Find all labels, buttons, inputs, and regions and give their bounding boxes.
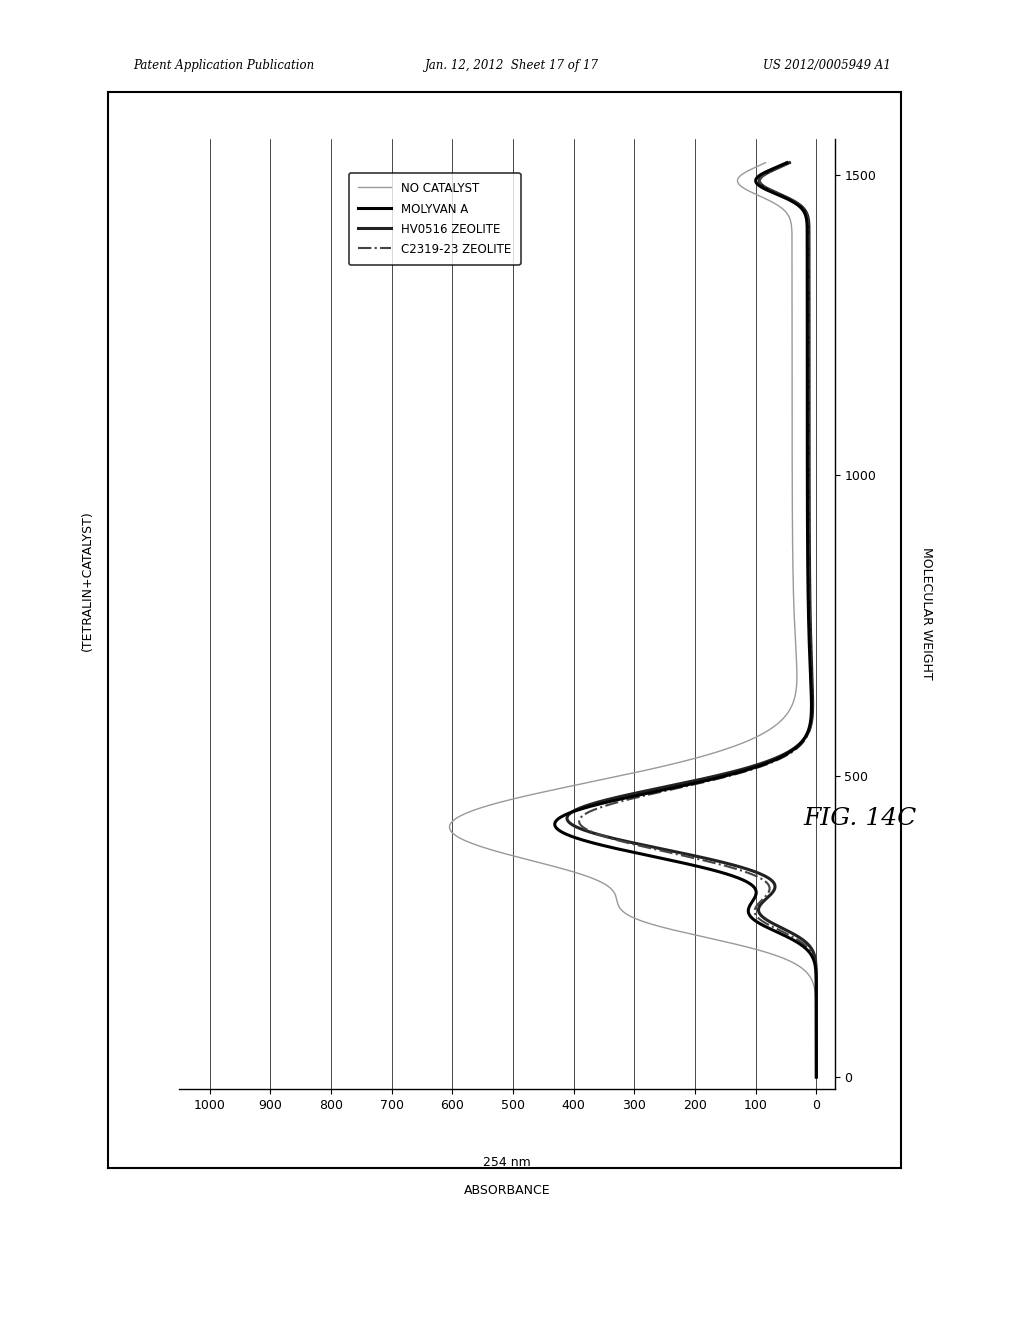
Text: Jan. 12, 2012  Sheet 17 of 17: Jan. 12, 2012 Sheet 17 of 17 [425,59,599,73]
Legend: NO CATALYST, MOLYVAN A, HV0516 ZEOLITE, C2319-23 ZEOLITE: NO CATALYST, MOLYVAN A, HV0516 ZEOLITE, … [349,173,520,265]
Text: Patent Application Publication: Patent Application Publication [133,59,314,73]
Text: ABSORBANCE: ABSORBANCE [464,1184,550,1197]
Text: 254 nm: 254 nm [483,1155,530,1168]
Text: US 2012/0005949 A1: US 2012/0005949 A1 [763,59,891,73]
Text: FIG. 14C: FIG. 14C [804,807,916,830]
Text: MOLECULAR WEIGHT: MOLECULAR WEIGHT [920,548,933,680]
Text: (TETRALIN+CATALYST): (TETRALIN+CATALYST) [81,511,93,651]
